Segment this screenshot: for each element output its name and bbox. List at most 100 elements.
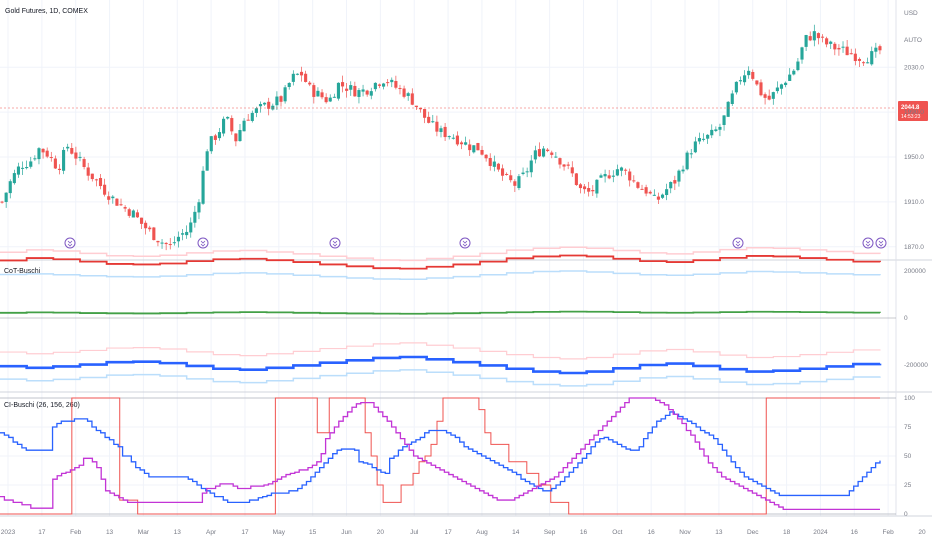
events-icon[interactable] <box>875 237 887 249</box>
cot-series-line <box>0 355 882 375</box>
candle-body <box>693 141 697 153</box>
candle-body <box>201 170 205 204</box>
cot-series-line <box>0 254 881 270</box>
candle-body <box>722 115 726 125</box>
candle-body <box>365 90 369 95</box>
candle-body <box>755 80 759 85</box>
candle-body <box>295 73 299 75</box>
candle-body <box>677 170 681 182</box>
candle-body <box>738 80 743 82</box>
candle-body <box>291 73 295 82</box>
events-icon[interactable] <box>459 237 471 249</box>
time-tick-label: 17 <box>241 529 249 536</box>
candle-body <box>628 171 632 181</box>
time-tick-label: Aug <box>476 529 488 536</box>
candle-body <box>386 82 390 84</box>
price-tick-label: 1910.0 <box>904 199 924 206</box>
candle-body <box>820 36 825 38</box>
candle-body <box>267 101 271 109</box>
candle-body <box>176 236 181 242</box>
cot-pane[interactable]: CoT-Buschi 200000 0 -200000 <box>0 246 928 387</box>
candle-body <box>591 189 595 192</box>
candle-body <box>21 167 25 169</box>
candle-body <box>619 167 624 171</box>
candle-body <box>779 84 784 89</box>
candle-body <box>730 93 734 104</box>
candle-body <box>115 198 119 206</box>
candle-body <box>747 70 751 76</box>
candle-body <box>603 174 607 177</box>
candle-body <box>849 53 853 55</box>
candle-body <box>439 128 443 133</box>
candle-body <box>541 148 546 157</box>
candle-body <box>410 93 414 105</box>
ci-series-line <box>0 411 881 504</box>
candle-body <box>459 142 464 145</box>
events-row[interactable] <box>64 237 887 249</box>
events-icon[interactable] <box>732 237 744 249</box>
price-axis[interactable]: USD AUTO 2044.8 14:53:23 2030.0 1990.0 195… <box>898 10 928 251</box>
cot-band-line <box>0 342 881 360</box>
candle-body <box>316 90 320 97</box>
candle-body <box>197 202 201 213</box>
candle-body <box>587 188 591 192</box>
candle-body <box>398 88 402 90</box>
candle-body <box>418 107 423 110</box>
event-glyph <box>865 240 871 247</box>
candle-body <box>226 116 230 119</box>
candle-body <box>299 71 304 76</box>
candle-body <box>90 173 94 180</box>
candle-body <box>726 101 730 117</box>
candle-body <box>660 194 665 198</box>
candle-body <box>82 159 86 167</box>
candle-body <box>796 61 800 71</box>
candle-body <box>825 38 829 45</box>
candle-body <box>308 82 312 85</box>
candle-body <box>0 201 4 203</box>
candle-body <box>513 181 517 186</box>
candle-body <box>472 145 476 153</box>
time-tick-label: Oct <box>612 529 622 536</box>
candle-body <box>443 126 447 138</box>
candle-body <box>521 172 525 174</box>
candle-body <box>751 71 755 79</box>
time-tick-label: 17 <box>38 529 46 536</box>
events-icon[interactable] <box>862 237 874 249</box>
candle-body <box>656 196 660 200</box>
price-tick-label: 1990.0 <box>904 109 924 116</box>
price-tag <box>898 101 928 121</box>
time-tick-label: 2023 <box>1 529 16 536</box>
candle-body <box>759 82 763 96</box>
candle-body <box>451 137 455 139</box>
candle-body <box>70 148 74 154</box>
candle-body <box>829 41 833 44</box>
candle-body <box>767 95 771 100</box>
time-axis[interactable]: 2023 17 Feb 13 Mar 13 Apr 17 May 15 Jun 20 Jul 17 Aug 1… <box>1 529 926 536</box>
auto-scale-label[interactable]: AUTO <box>904 37 922 44</box>
price-tick-label: 1950.0 <box>904 154 924 161</box>
candle-body <box>714 129 718 131</box>
event-glyph <box>735 240 741 247</box>
candle-body <box>205 151 209 171</box>
events-icon[interactable] <box>64 237 76 249</box>
candle-body <box>156 240 160 243</box>
candle-body <box>496 163 500 170</box>
candle-body <box>509 175 513 181</box>
candle-body <box>406 93 410 96</box>
candle-body <box>345 88 349 91</box>
candle-body <box>349 85 353 90</box>
time-tick-label: Feb <box>70 529 82 536</box>
candle-body <box>546 149 550 152</box>
candle-body <box>98 177 103 187</box>
candle-body <box>706 134 710 139</box>
price-pane[interactable]: Gold Futures, 1D, COMEX <box>0 8 896 251</box>
events-icon[interactable] <box>197 237 209 249</box>
candle-body <box>500 168 505 176</box>
time-tick-label: 16 <box>648 529 656 536</box>
ci-pane[interactable]: CI-Buschi (26, 156, 260) 100 75 50 25 0 <box>0 395 915 518</box>
candle-body <box>390 79 394 83</box>
events-icon[interactable] <box>329 237 341 249</box>
candle-body <box>505 173 509 175</box>
candle-body <box>788 74 792 81</box>
